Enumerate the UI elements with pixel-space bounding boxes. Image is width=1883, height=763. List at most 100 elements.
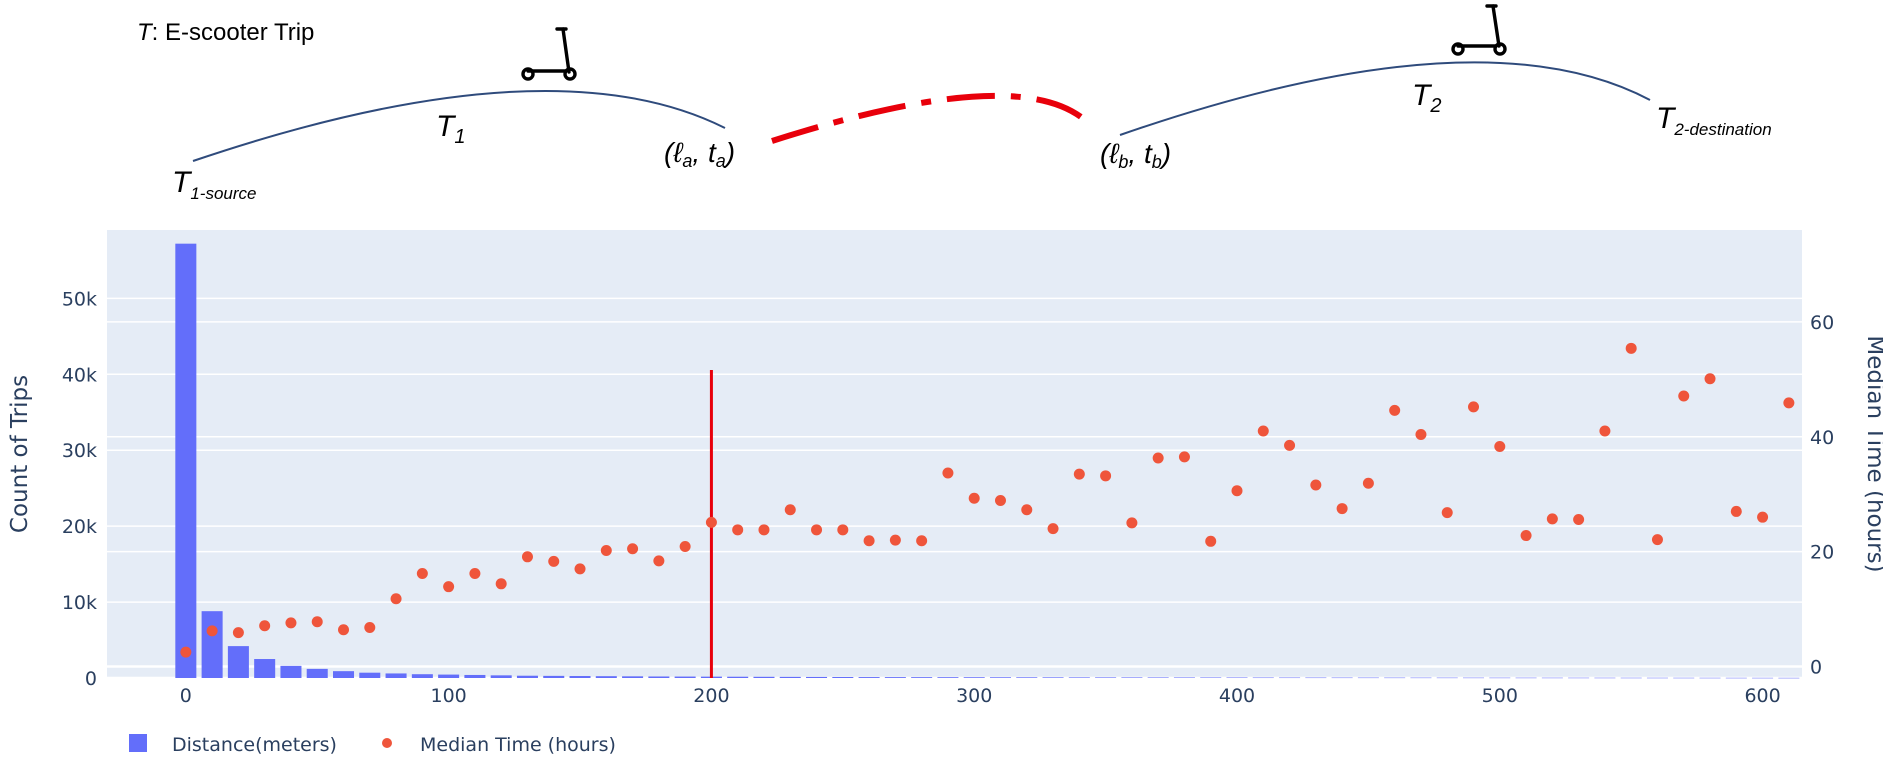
- median-time-point: [627, 543, 639, 555]
- median-time-point: [863, 535, 875, 547]
- median-time-point: [1073, 468, 1085, 480]
- distance-bar: [937, 677, 959, 678]
- distance-bar: [595, 676, 617, 678]
- gap-dashed-curve: [771, 92, 1083, 144]
- median-time-point: [1021, 504, 1033, 516]
- y-left-tick-label: 50k: [62, 288, 97, 310]
- distance-bar: [648, 676, 670, 678]
- distance-bar: [1279, 677, 1301, 679]
- distance-bar: [1147, 677, 1169, 678]
- median-time-point: [600, 544, 612, 556]
- median-time-point: [1389, 404, 1401, 416]
- median-time-point: [942, 467, 954, 479]
- distance-bar: [254, 659, 276, 678]
- legend-dot-label: Median Time (hours): [420, 734, 616, 756]
- median-time-point: [1152, 452, 1164, 464]
- distance-bar: [832, 677, 854, 678]
- median-time-point: [1257, 425, 1269, 437]
- median-time-point: [338, 624, 350, 636]
- median-time-point: [443, 581, 455, 593]
- x-tick-label: 200: [693, 685, 729, 707]
- distance-bar: [1252, 677, 1274, 679]
- median-time-point: [1651, 534, 1663, 546]
- median-time-point: [416, 567, 428, 579]
- distance-bar: [280, 665, 302, 678]
- x-tick-labels: 0 100 200 300 400 500 600: [180, 685, 1781, 707]
- median-time-point: [364, 621, 376, 633]
- distance-bar: [779, 676, 801, 678]
- x-tick-label: 400: [1219, 685, 1255, 707]
- median-time-point: [232, 627, 244, 639]
- median-time-point: [1757, 511, 1769, 523]
- x-tick-label: 300: [956, 685, 992, 707]
- trip1-curve: [192, 89, 726, 162]
- median-time-point: [1599, 425, 1611, 437]
- distance-bar: [1436, 677, 1458, 679]
- distance-bar: [385, 673, 407, 678]
- distance-bar: [175, 243, 197, 679]
- distance-bars: [175, 243, 1800, 679]
- point-b-label: (ℓb, tb): [1100, 138, 1171, 172]
- median-time-point: [1100, 470, 1112, 482]
- median-time-point: [758, 524, 770, 536]
- median-time-point: [705, 516, 717, 528]
- distance-bar: [1489, 677, 1511, 679]
- median-time-point: [574, 563, 586, 575]
- y-right-tick-label: 0: [1810, 657, 1822, 679]
- distance-bar: [989, 677, 1011, 678]
- distance-bar: [1752, 677, 1774, 679]
- distance-bar: [1357, 677, 1379, 679]
- median-time-point: [311, 616, 323, 628]
- distance-bar: [516, 675, 538, 678]
- distance-bar: [464, 674, 486, 678]
- distance-bar: [438, 674, 460, 678]
- median-time-point: [521, 551, 533, 563]
- median-time-point: [1783, 397, 1795, 409]
- median-time-point: [1126, 517, 1138, 529]
- t2-destination-label: T2-destination: [1656, 102, 1772, 139]
- x-tick-label: 600: [1744, 685, 1780, 707]
- median-time-point: [1362, 477, 1374, 489]
- distance-bar: [227, 646, 249, 678]
- distance-bar: [333, 671, 355, 678]
- t1-label: T1: [436, 110, 465, 148]
- distance-bar: [622, 676, 644, 678]
- plot-area: [107, 230, 1802, 678]
- diagram-title: T: E-scooter Trip: [137, 19, 314, 46]
- distance-bar: [1068, 677, 1090, 678]
- x-tick-label: 100: [430, 685, 466, 707]
- distance-bar: [1725, 677, 1747, 679]
- y-left-tick-label: 30k: [62, 440, 97, 462]
- legend-bar-label: Distance(meters): [172, 734, 337, 756]
- distance-bar: [1515, 677, 1537, 679]
- distance-bar: [1410, 677, 1432, 679]
- y-left-tick-label: 40k: [62, 364, 97, 386]
- distance-bar: [1463, 677, 1485, 679]
- y-right-tick-label: 60: [1810, 312, 1834, 334]
- median-time-point: [1047, 523, 1059, 535]
- point-a-label: (ℓa, ta): [664, 137, 735, 171]
- median-time-point: [916, 535, 928, 547]
- median-time-point: [1546, 513, 1558, 525]
- distance-bar: [1620, 677, 1642, 679]
- median-time-point: [1573, 513, 1585, 525]
- distance-bar: [1541, 677, 1563, 679]
- scooter-icon: [1451, 4, 1507, 56]
- t1-source-label: T1-source: [172, 166, 256, 203]
- median-time-point: [1494, 441, 1506, 453]
- distance-bar: [674, 676, 696, 678]
- y-right-tick-label: 40: [1810, 427, 1834, 449]
- distance-bar: [490, 675, 512, 678]
- y-axis-left-title: Count of Trips: [7, 375, 33, 533]
- distance-bar: [1173, 677, 1195, 678]
- y-axis-right-title: Median Time (hours): [1862, 335, 1883, 572]
- distance-bar: [1384, 677, 1406, 679]
- distance-bar: [1594, 677, 1616, 679]
- distance-bar: [359, 672, 381, 678]
- right-y-tick-labels: 0 20 40 60: [1810, 312, 1834, 679]
- median-time-point: [495, 578, 507, 590]
- distance-bar: [569, 676, 591, 678]
- distance-bar: [1331, 677, 1353, 679]
- y-left-tick-label: 0: [85, 668, 97, 690]
